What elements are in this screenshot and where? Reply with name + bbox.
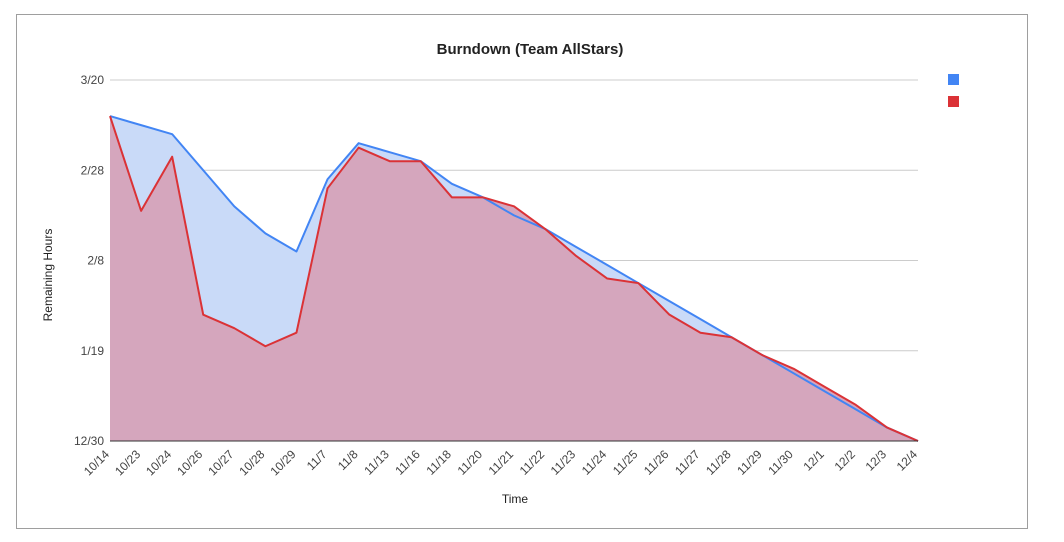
y-tick-label: 1/19	[81, 344, 105, 358]
x-tick-label: 10/23	[112, 447, 143, 478]
y-tick-label: 2/8	[87, 254, 104, 268]
y-tick-label: 2/28	[81, 163, 105, 177]
x-tick-label: 10/26	[174, 447, 205, 478]
x-tick-label: 11/25	[610, 447, 641, 478]
x-tick-label: 11/16	[392, 447, 423, 478]
x-tick-label: 11/29	[734, 447, 765, 478]
x-tick-label: 11/26	[641, 447, 672, 478]
x-tick-label: 11/24	[579, 447, 610, 478]
x-tick-label: 11/22	[517, 447, 548, 478]
x-tick-label: 11/13	[361, 447, 392, 478]
x-tick-label: 11/21	[486, 447, 517, 478]
legend-swatch-series-2	[948, 96, 959, 107]
x-tick-label: 11/7	[304, 447, 330, 473]
y-tick-label: 3/20	[81, 73, 105, 87]
y-axis-title: Remaining Hours	[41, 229, 55, 322]
series-1-line	[109, 115, 919, 442]
x-tick-label: 11/28	[703, 447, 734, 478]
x-tick-label: 10/29	[267, 447, 298, 478]
x-tick-label: 12/3	[863, 447, 890, 474]
x-tick-label: 11/18	[423, 447, 454, 478]
x-tick-label: 12/2	[832, 447, 859, 474]
series-2-line	[109, 115, 919, 442]
x-tick-label: 11/8	[335, 447, 361, 473]
x-tick-label: 10/27	[205, 447, 236, 478]
legend-swatch-series-1	[948, 74, 959, 85]
chart-title: Burndown (Team AllStars)	[437, 41, 624, 58]
series-areas	[110, 116, 918, 441]
x-tick-label: 10/24	[143, 447, 174, 478]
x-tick-label: 11/20	[455, 447, 486, 478]
legend	[948, 74, 959, 107]
series-2-area	[110, 116, 918, 441]
x-tick-label: 10/28	[236, 447, 267, 478]
x-tick-label: 12/4	[894, 447, 921, 474]
x-axis-ticks: 10/14 10/23 10/24 10/26 10/27 10/28 10/29 11/7 1…	[81, 447, 920, 478]
y-tick-label: 12/30	[74, 434, 104, 448]
x-tick-label: 11/27	[672, 447, 703, 478]
x-tick-label: 12/1	[800, 447, 827, 474]
series-lines	[109, 115, 919, 442]
x-axis-title: Time	[502, 492, 529, 506]
x-tick-label: 11/30	[765, 447, 796, 478]
x-tick-label: 10/14	[81, 447, 112, 478]
x-tick-label: 11/23	[548, 447, 579, 478]
y-axis-ticks: 12/30 1/19 2/8 2/28 3/20	[74, 73, 104, 448]
